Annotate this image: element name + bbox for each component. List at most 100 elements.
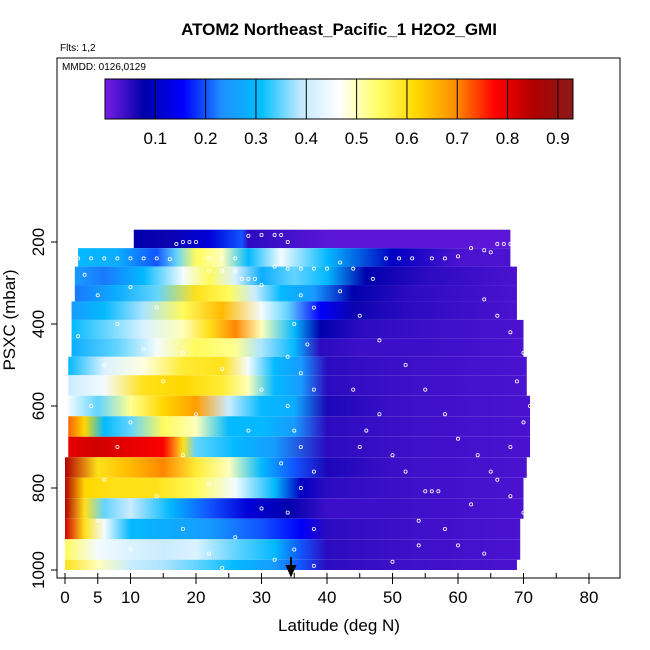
x-tick-label: 40 xyxy=(318,588,337,607)
track-point xyxy=(285,239,290,244)
track-point xyxy=(193,412,198,417)
track-point xyxy=(102,256,107,261)
track-point xyxy=(272,264,277,269)
heatmap-band xyxy=(74,285,517,302)
y-axis: 200 400 600 800 1000 xyxy=(29,228,57,589)
track-point xyxy=(115,256,120,261)
track-point xyxy=(416,518,421,523)
track-point xyxy=(115,321,120,326)
track-point xyxy=(495,242,500,247)
track-point xyxy=(364,428,369,433)
track-point xyxy=(298,485,303,490)
track-point xyxy=(514,242,519,247)
heatmap-band xyxy=(68,395,531,417)
track-point xyxy=(305,342,310,347)
colorbar-tick-label: 0.8 xyxy=(496,129,520,148)
track-point xyxy=(239,276,244,281)
track-point xyxy=(475,453,480,458)
flights-note: Flts: 1,2 xyxy=(60,43,96,54)
track-point xyxy=(488,250,493,255)
track-point xyxy=(455,543,460,548)
colorbar-ticks: 0.1 0.2 0.3 0.4 0.5 0.6 0.7 0.8 0.9 xyxy=(144,79,570,148)
track-point xyxy=(259,283,264,288)
heatmap-band xyxy=(68,416,531,437)
track-point xyxy=(508,242,513,247)
track-point xyxy=(128,256,133,261)
chart-title: ATOM2 Northeast_Pacific_1 H2O2_GMI xyxy=(181,20,497,39)
track-point xyxy=(233,535,238,540)
track-point xyxy=(193,239,198,244)
track-point xyxy=(351,266,356,271)
track-point xyxy=(311,266,316,271)
track-point xyxy=(285,354,290,359)
track-point xyxy=(154,305,159,310)
track-point xyxy=(442,527,447,532)
track-point xyxy=(508,330,513,335)
track-point xyxy=(370,276,375,281)
track-point xyxy=(501,242,506,247)
heatmap-layer xyxy=(65,229,531,570)
track-point xyxy=(429,256,434,261)
track-point xyxy=(397,256,402,261)
colorbar-tick-label: 0.1 xyxy=(144,129,168,148)
heatmap-band xyxy=(65,518,521,540)
track-point xyxy=(207,481,212,486)
track-point xyxy=(246,428,251,433)
track-point xyxy=(141,346,146,351)
track-point xyxy=(298,266,303,271)
track-point xyxy=(416,543,421,548)
track-point xyxy=(390,559,395,564)
latitude-marker-arrow xyxy=(285,557,297,578)
track-point xyxy=(233,268,238,273)
track-point xyxy=(259,233,264,238)
track-point xyxy=(76,256,81,261)
track-point xyxy=(220,256,225,261)
track-point xyxy=(508,444,513,449)
track-point xyxy=(403,362,408,367)
track-point xyxy=(482,248,487,253)
track-point xyxy=(311,387,316,392)
colorbar-tick-label: 0.2 xyxy=(194,129,218,148)
track-point xyxy=(207,551,212,556)
track-point xyxy=(455,436,460,441)
x-axis: 0 5 10 20 30 40 50 60 70 80 xyxy=(60,573,598,607)
track-point xyxy=(482,551,487,556)
x-tick-label: 20 xyxy=(187,588,206,607)
x-axis-label: Latitude (deg N) xyxy=(278,616,400,635)
track-point xyxy=(298,371,303,376)
track-point xyxy=(259,387,264,392)
track-point xyxy=(220,367,225,372)
track-point xyxy=(377,412,382,417)
track-point xyxy=(521,543,526,548)
track-point xyxy=(161,379,166,384)
track-point xyxy=(311,469,316,474)
track-point xyxy=(279,461,284,466)
colorbar-tick-label: 0.7 xyxy=(445,129,469,148)
track-point xyxy=(298,444,303,449)
y-tick-label: 1000 xyxy=(29,551,48,589)
track-point xyxy=(89,256,94,261)
track-point xyxy=(252,276,257,281)
track-point xyxy=(207,256,212,261)
track-point xyxy=(180,239,185,244)
x-tick-label: 70 xyxy=(514,588,533,607)
track-point xyxy=(154,494,159,499)
heatmap-band xyxy=(71,301,517,320)
track-point xyxy=(338,260,343,265)
track-point xyxy=(423,387,428,392)
track-point xyxy=(180,350,185,355)
track-point xyxy=(351,387,356,392)
track-point xyxy=(311,527,316,532)
track-point xyxy=(292,321,297,326)
track-point xyxy=(521,420,526,425)
track-point xyxy=(521,510,526,515)
heatmap-band xyxy=(133,229,511,249)
track-point xyxy=(115,444,120,449)
track-point xyxy=(233,256,238,261)
track-point xyxy=(298,293,303,298)
heatmap-band xyxy=(74,266,517,286)
colorbar-tick-label: 0.9 xyxy=(546,129,570,148)
track-point xyxy=(128,285,133,290)
date-note: MMDD: 0126,0129 xyxy=(62,62,146,73)
track-point xyxy=(442,412,447,417)
